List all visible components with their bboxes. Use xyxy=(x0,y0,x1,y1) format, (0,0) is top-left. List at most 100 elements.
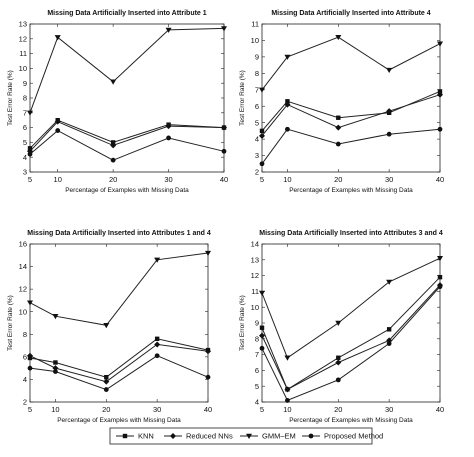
legend-label: Reduced NNs xyxy=(186,432,233,441)
data-point-knn xyxy=(104,374,109,380)
data-point-proposed-method xyxy=(386,341,392,346)
y-tick-label: 14 xyxy=(19,262,27,271)
x-tick-label: 20 xyxy=(102,405,110,414)
y-tick-label: 5 xyxy=(255,118,259,127)
x-tick-label: 30 xyxy=(385,405,393,414)
data-point-gmm-em xyxy=(154,257,161,263)
data-point-proposed-method xyxy=(285,398,290,403)
plot-area xyxy=(261,243,441,403)
y-axis-label: Test Error Rate (%) xyxy=(239,70,246,126)
y-tick-label: 4 xyxy=(255,135,259,144)
data-point-gmm-em xyxy=(165,27,172,33)
y-tick-label: 12 xyxy=(19,34,27,43)
data-point-knn xyxy=(336,115,341,120)
data-point-reduced-nns xyxy=(54,118,61,125)
y-tick-label: 6 xyxy=(255,366,259,375)
data-point-gmm-em xyxy=(259,290,265,296)
x-tick-label: 5 xyxy=(260,405,264,414)
y-tick-label: 7 xyxy=(23,108,27,117)
data-point-knn xyxy=(259,128,265,134)
series-line-gmm-em xyxy=(261,36,441,91)
y-tick-label: 10 xyxy=(251,36,259,45)
chart-panel-3: Missing Data Artificially Inserted into … xyxy=(7,230,212,424)
series-line-proposed-method xyxy=(261,128,441,165)
data-point-reduced-nns xyxy=(103,378,110,385)
data-point-reduced-nns xyxy=(154,341,161,348)
legend-marker xyxy=(308,433,314,439)
x-tick-label: 10 xyxy=(283,175,291,184)
y-tick-label: 13 xyxy=(251,255,259,264)
data-point-proposed-method xyxy=(335,141,341,147)
series-line-proposed-method xyxy=(261,286,441,402)
x-axis-label: Percentage of Examples with Missing Data xyxy=(289,417,413,424)
x-tick-label: 40 xyxy=(436,405,444,414)
chart-title: Missing Data Artificially Inserted into … xyxy=(271,10,430,17)
y-tick-label: 11 xyxy=(251,20,259,29)
y-tick-label: 2 xyxy=(255,168,259,177)
y-tick-label: 9 xyxy=(23,79,27,88)
x-tick-label: 30 xyxy=(153,405,161,414)
chart-title: Missing Data Artificially Inserted into … xyxy=(27,230,211,237)
x-tick-label: 5 xyxy=(28,175,32,184)
x-tick-label: 5 xyxy=(28,405,32,414)
x-tick-label: 10 xyxy=(51,405,59,414)
x-tick-label: 10 xyxy=(283,405,291,414)
y-tick-label: 5 xyxy=(23,138,27,147)
y-tick-label: 3 xyxy=(255,151,259,160)
x-axis-label: Percentage of Examples with Missing Data xyxy=(65,187,189,194)
data-point-reduced-nns xyxy=(27,352,33,359)
y-tick-label: 10 xyxy=(251,303,259,312)
data-point-gmm-em xyxy=(437,256,443,262)
data-point-proposed-method xyxy=(259,345,265,351)
data-point-proposed-method xyxy=(55,128,61,133)
legend-label: Proposed Method xyxy=(324,432,383,441)
plot-area xyxy=(29,23,225,173)
data-point-knn xyxy=(154,336,160,341)
data-point-gmm-em xyxy=(54,35,61,41)
data-point-knn xyxy=(386,327,392,332)
y-tick-label: 8 xyxy=(255,69,259,78)
chart-title: Missing Data Artificially Inserted into … xyxy=(47,10,206,17)
data-point-knn xyxy=(437,274,443,280)
x-axis-label: Percentage of Examples with Missing Data xyxy=(57,417,181,424)
y-axis-label: Test Error Rate (%) xyxy=(7,295,14,351)
x-tick-label: 20 xyxy=(334,175,342,184)
y-tick-label: 6 xyxy=(23,352,27,361)
data-point-gmm-em xyxy=(27,300,33,306)
x-tick-label: 20 xyxy=(334,405,342,414)
y-tick-label: 10 xyxy=(19,64,27,73)
plot-area xyxy=(261,23,441,173)
data-point-gmm-em xyxy=(110,79,117,85)
data-point-reduced-nns xyxy=(335,124,342,131)
y-tick-label: 13 xyxy=(19,20,27,29)
y-tick-label: 4 xyxy=(255,398,259,407)
data-point-proposed-method xyxy=(221,148,227,154)
data-point-proposed-method xyxy=(103,387,109,392)
y-tick-label: 2 xyxy=(23,398,27,407)
legend-marker xyxy=(122,433,128,439)
y-tick-label: 16 xyxy=(19,240,27,249)
y-tick-label: 14 xyxy=(251,240,259,249)
y-tick-label: 8 xyxy=(23,330,27,339)
x-tick-label: 30 xyxy=(385,175,393,184)
data-point-proposed-method xyxy=(154,353,160,359)
data-point-knn xyxy=(53,360,58,365)
data-point-reduced-nns xyxy=(437,91,443,98)
data-point-proposed-method xyxy=(335,377,341,383)
data-point-reduced-nns xyxy=(205,348,211,355)
y-tick-label: 8 xyxy=(23,94,27,103)
x-tick-label: 5 xyxy=(260,175,264,184)
data-point-proposed-method xyxy=(259,161,265,167)
data-point-gmm-em xyxy=(386,67,393,74)
data-point-reduced-nns xyxy=(110,142,117,149)
y-tick-label: 6 xyxy=(23,123,27,132)
data-point-proposed-method xyxy=(437,126,443,132)
data-point-gmm-em xyxy=(437,41,443,47)
data-point-proposed-method xyxy=(437,284,443,290)
y-tick-label: 7 xyxy=(255,350,259,359)
x-axis-label: Percentage of Examples with Missing Data xyxy=(289,187,413,194)
data-point-reduced-nns xyxy=(165,123,172,130)
x-tick-label: 20 xyxy=(109,175,117,184)
y-tick-label: 4 xyxy=(23,375,27,384)
data-point-reduced-nns xyxy=(259,332,265,339)
